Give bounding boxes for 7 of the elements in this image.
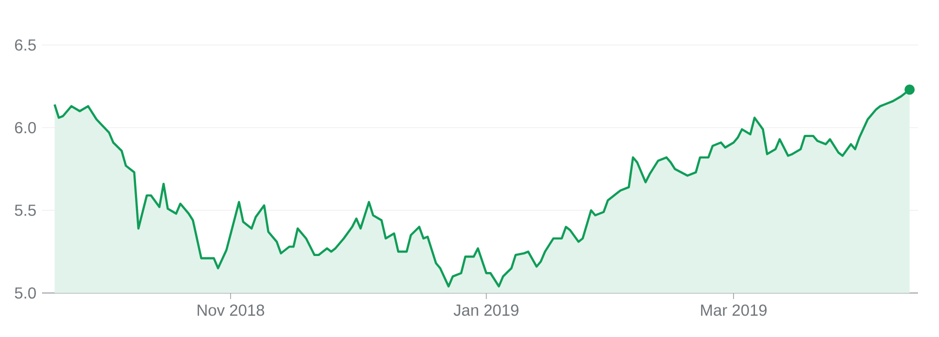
y-tick-label: 6.0 xyxy=(15,122,36,134)
y-tick-label: 6.5 xyxy=(15,39,36,51)
y-tick-label: 5.5 xyxy=(14,204,36,216)
x-tick-label: Mar 2019 xyxy=(701,304,767,316)
x-tick-label: Nov 2018 xyxy=(198,304,264,316)
y-tick-label: 5.0 xyxy=(14,287,36,299)
x-tick-label: Jan 2019 xyxy=(454,304,518,316)
